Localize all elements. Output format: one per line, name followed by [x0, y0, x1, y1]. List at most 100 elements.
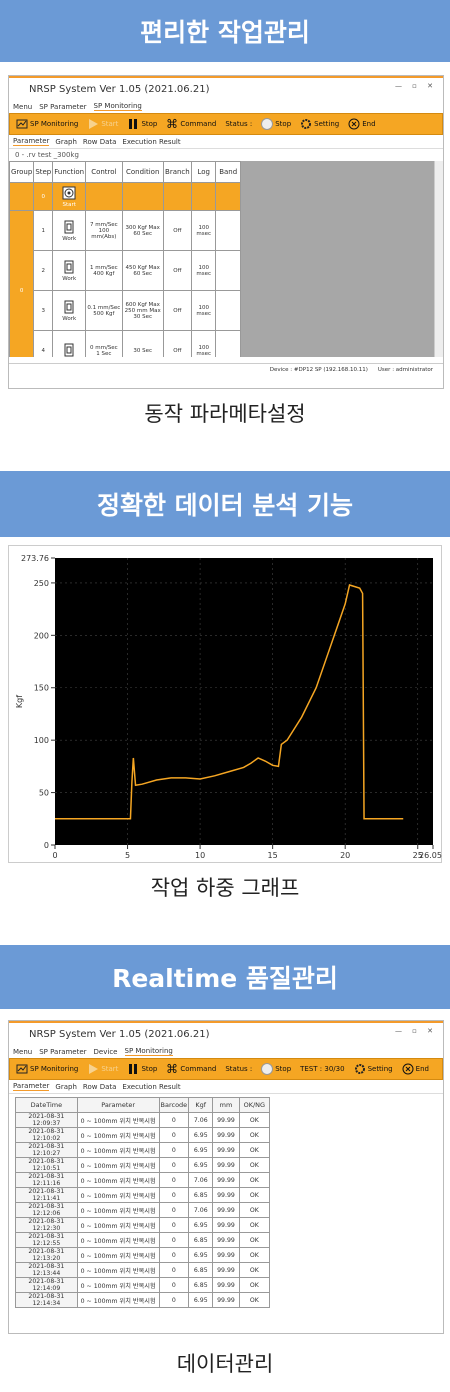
cell: 99.99: [212, 1277, 240, 1293]
cell: 6.85: [188, 1277, 214, 1293]
tab[interactable]: Row Data: [82, 137, 117, 146]
toolbar-item[interactable]: SP Monitoring: [13, 1063, 81, 1075]
group-cell: 0: [9, 210, 35, 357]
y-tick-label: 273.76: [21, 554, 49, 563]
toolbar-item[interactable]: Stop: [258, 118, 294, 130]
cell: 99.99: [212, 1292, 240, 1308]
tab[interactable]: Execution Result: [122, 1082, 181, 1091]
cell: Off: [162, 330, 193, 357]
tab[interactable]: Parameter: [13, 137, 50, 146]
cell: OK: [238, 1112, 271, 1128]
result-row: 2021-08-31 12:13:20 0 ~ 100mm 위치 반복시험 0 6.9…: [15, 1247, 271, 1263]
x-tick-label: 5: [125, 851, 130, 860]
tab[interactable]: Row Data: [82, 1082, 117, 1091]
toolbar-item[interactable]: ⌘ Command: [163, 1063, 219, 1075]
banner: 편리한 작업관리: [0, 0, 450, 62]
function-label: Start: [62, 201, 76, 208]
function-label: Work: [62, 315, 77, 322]
cell: 0.1 mm/Sec 500 Kgf: [85, 290, 123, 331]
cell: 2: [33, 250, 54, 291]
toolbar-item[interactable]: Start: [84, 118, 121, 130]
toolbar-item[interactable]: End: [345, 118, 378, 130]
cell: 2021-08-31 12:13:44: [15, 1262, 78, 1278]
cell-text: 300 Kgf Max 60 Sec: [125, 224, 160, 237]
column-header: Band: [215, 161, 241, 183]
column-header: mm: [212, 1097, 240, 1113]
status-bar: Device : #DP12 SP (192.168.10.11) User : …: [9, 363, 443, 376]
step-row: 0 Start: [9, 182, 241, 211]
icon: [129, 1064, 138, 1074]
cell: 0: [158, 1232, 190, 1248]
tab-bar: Parameter Graph Row Data Execution Result: [9, 135, 443, 149]
menu-item: Menu: [13, 102, 33, 111]
cell: 2021-08-31 12:13:20: [15, 1247, 78, 1263]
x-tick-label: 10: [195, 851, 205, 860]
toolbar-item[interactable]: ⌘ Command: [163, 118, 219, 130]
icon: [89, 119, 99, 129]
toolbar-label: Stop: [275, 1065, 292, 1073]
column-header: Kgf: [188, 1097, 214, 1113]
toolbar-item[interactable]: Start: [84, 1063, 121, 1075]
toolbar-item[interactable]: Status :: [222, 120, 255, 128]
column-header: Group: [9, 161, 35, 183]
cell-text: 100 msec: [196, 224, 212, 237]
result-row: 2021-08-31 12:09:37 0 ~ 100mm 위치 반복시험 0 7.0…: [15, 1112, 271, 1128]
cell: 2021-08-31 12:10:27: [15, 1142, 78, 1158]
toolbar-item[interactable]: TEST : 30/30: [297, 1065, 347, 1073]
cell: OK: [238, 1277, 271, 1293]
toolbar-item[interactable]: SP Monitoring: [13, 118, 81, 130]
load-line: [55, 584, 404, 820]
cell-text: 0: [41, 193, 46, 200]
cell: 1 mm/Sec 400 Kgf: [85, 250, 123, 291]
toolbar-label: Command: [180, 120, 217, 128]
cell: 2021-08-31 12:12:30: [15, 1217, 78, 1233]
x-tick-label: 15: [268, 851, 278, 860]
window-title: NRSP System Ver 1.05 (2021.06.21): [29, 1028, 210, 1040]
result-row: 2021-08-31 12:12:55 0 ~ 100mm 위치 반복시험 0 6.8…: [15, 1232, 271, 1248]
cell-text: 100 msec: [196, 304, 212, 317]
cell: 6.95: [188, 1292, 214, 1308]
column-header: Barcode: [158, 1097, 190, 1113]
toolbar-label: Status :: [225, 120, 253, 128]
cell: 2021-08-31 12:11:16: [15, 1172, 78, 1188]
icon: [348, 118, 360, 130]
column-header: Control: [85, 161, 123, 183]
cell: 6.95: [188, 1157, 214, 1173]
cell: 0: [158, 1112, 190, 1128]
toolbar-label: End: [362, 120, 376, 128]
cell: 99.99: [212, 1232, 240, 1248]
cell-text: 0 mm/Sec 1 Sec: [89, 344, 118, 357]
toolbar-item[interactable]: Setting: [297, 118, 342, 130]
cell: 2021-08-31 12:09:37: [15, 1112, 78, 1128]
result-row: 2021-08-31 12:10:02 0 ~ 100mm 위치 반복시험 0 6.9…: [15, 1127, 271, 1143]
toolbar-item[interactable]: Status :: [222, 1065, 255, 1073]
x-tick-label: 26.052: [419, 851, 442, 860]
tab[interactable]: Graph: [55, 1082, 77, 1091]
plot-area: [55, 558, 433, 845]
cell-text: 1: [41, 227, 46, 234]
cell: 99.99: [212, 1187, 240, 1203]
cell: 0 ~ 100mm 위치 반복시험: [76, 1247, 160, 1263]
y-tick-label: 100: [34, 736, 49, 745]
function-label: Work: [62, 235, 77, 242]
function-icon: [64, 260, 74, 273]
tab[interactable]: Graph: [55, 137, 77, 146]
toolbar-item[interactable]: Stop: [258, 1063, 294, 1075]
result-row: 2021-08-31 12:11:16 0 ~ 100mm 위치 반복시험 0 7.0…: [15, 1172, 271, 1188]
cell: Work: [52, 250, 87, 291]
cell: 2021-08-31 12:14:09: [15, 1277, 78, 1293]
cell: 0: [33, 182, 54, 211]
y-tick-label: 200: [34, 631, 49, 640]
tab[interactable]: Execution Result: [122, 137, 181, 146]
cell-text: 0.1 mm/Sec 500 Kgf: [87, 304, 121, 317]
toolbar-item[interactable]: Stop: [124, 118, 160, 130]
result-row: 2021-08-31 12:13:44 0 ~ 100mm 위치 반복시험 0 6.8…: [15, 1262, 271, 1278]
icon: [129, 119, 138, 129]
toolbar-item[interactable]: Stop: [124, 1063, 160, 1075]
toolbar-item[interactable]: Setting: [351, 1063, 396, 1075]
toolbar-item[interactable]: End: [399, 1063, 432, 1075]
tab[interactable]: Parameter: [13, 1082, 50, 1091]
y-tick-label: 150: [34, 684, 49, 693]
cell: 6.95: [188, 1127, 214, 1143]
cell: 2021-08-31 12:12:06: [15, 1202, 78, 1218]
